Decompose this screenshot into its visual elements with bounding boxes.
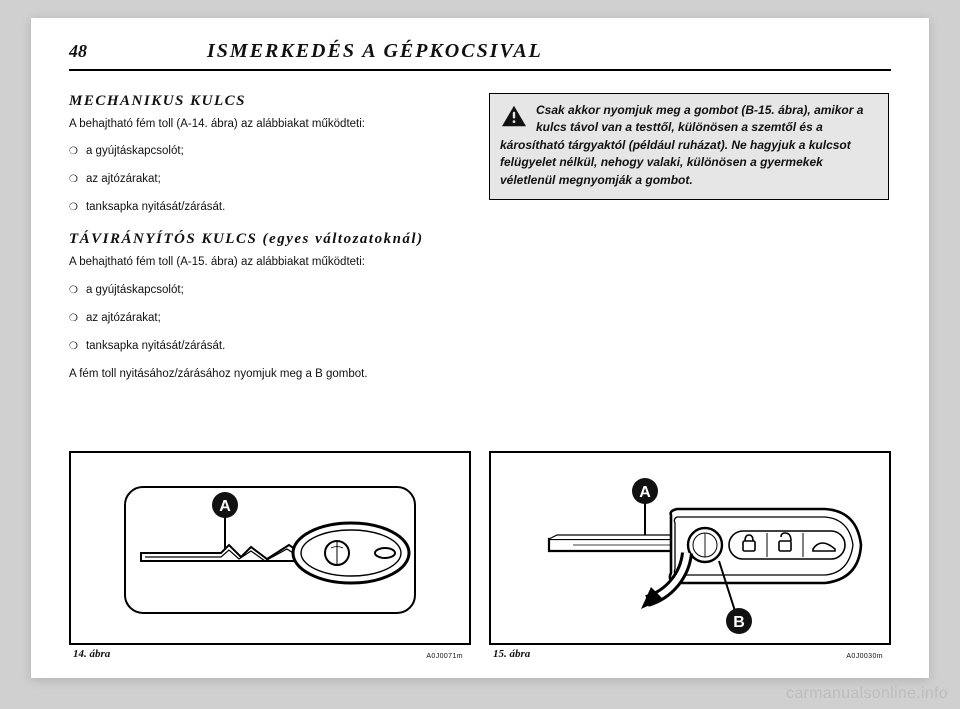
page-content: 48 ISMERKEDÉS A GÉPKOCSIVAL MECHANIKUS K… (31, 18, 929, 678)
figure-14-caption: 14. ábra (73, 648, 110, 660)
figures-row: A 14. ábra A0J0071m (69, 451, 891, 660)
section1-intro: A behajtható fém toll (A-14. ábra) az al… (69, 116, 469, 133)
svg-text:B: B (733, 614, 745, 631)
figure-14-caption-row: 14. ábra A0J0071m (69, 645, 467, 660)
figure-15-svg: A B (491, 453, 889, 643)
section2-intro: A behajtható fém toll (A-15. ábra) az al… (69, 254, 469, 271)
section2-bullet: ❍ a gyújtáskapcsolót; (69, 282, 469, 300)
bullet-icon: ❍ (69, 338, 78, 356)
text-columns: MECHANIKUS KULCS A behajtható fém toll (… (69, 93, 891, 393)
figure-15: A B 15. ábra A0J0030m (489, 451, 891, 660)
page: 48 ISMERKEDÉS A GÉPKOCSIVAL MECHANIKUS K… (31, 18, 929, 678)
bullet-icon: ❍ (69, 310, 78, 328)
warning-text: Csak akkor nyomjuk meg a gombot (B-15. á… (500, 103, 863, 187)
bullet-text: tanksapka nyitását/zárását. (86, 338, 225, 356)
bullet-text: az ajtózárakat; (86, 171, 161, 189)
section1-bullet: ❍ tanksapka nyitását/zárását. (69, 199, 469, 217)
page-title: ISMERKEDÉS A GÉPKOCSIVAL (207, 40, 543, 63)
section-title-2: TÁVIRÁNYÍTÓS KULCS (egyes változatoknál) (69, 231, 469, 248)
warning-icon (500, 104, 528, 128)
bullet-icon: ❍ (69, 199, 78, 217)
figure-15-frame: A B (489, 451, 891, 645)
figure-14-svg: A (71, 453, 469, 643)
figure-14-frame: A (69, 451, 471, 645)
page-number: 48 (69, 41, 87, 62)
section-title-1: MECHANIKUS KULCS (69, 93, 469, 110)
section2-bullet: ❍ tanksapka nyitását/zárását. (69, 338, 469, 356)
figure-15-code: A0J0030m (846, 653, 883, 660)
bullet-text: az ajtózárakat; (86, 310, 161, 328)
bullet-icon: ❍ (69, 282, 78, 300)
bullet-text: a gyújtáskapcsolót; (86, 143, 184, 161)
bullet-icon: ❍ (69, 171, 78, 189)
figure-15-caption-row: 15. ábra A0J0030m (489, 645, 887, 660)
figure-14: A 14. ábra A0J0071m (69, 451, 471, 660)
page-header: 48 ISMERKEDÉS A GÉPKOCSIVAL (69, 40, 891, 71)
right-column: Csak akkor nyomjuk meg a gombot (B-15. á… (489, 93, 889, 393)
bullet-text: tanksapka nyitását/zárását. (86, 199, 225, 217)
figure-15-caption: 15. ábra (493, 648, 530, 660)
svg-text:A: A (219, 498, 231, 515)
figure-14-code: A0J0071m (426, 653, 463, 660)
bullet-icon: ❍ (69, 143, 78, 161)
section1-bullet: ❍ az ajtózárakat; (69, 171, 469, 189)
bullet-text: a gyújtáskapcsolót; (86, 282, 184, 300)
section2-tail: A fém toll nyitásához/zárásához nyomjuk … (69, 366, 469, 383)
watermark: carmanualsonline.info (786, 685, 948, 703)
left-column: MECHANIKUS KULCS A behajtható fém toll (… (69, 93, 469, 393)
section1-bullet: ❍ a gyújtáskapcsolót; (69, 143, 469, 161)
svg-text:A: A (639, 484, 651, 501)
warning-box: Csak akkor nyomjuk meg a gombot (B-15. á… (489, 93, 889, 200)
section2-bullet: ❍ az ajtózárakat; (69, 310, 469, 328)
